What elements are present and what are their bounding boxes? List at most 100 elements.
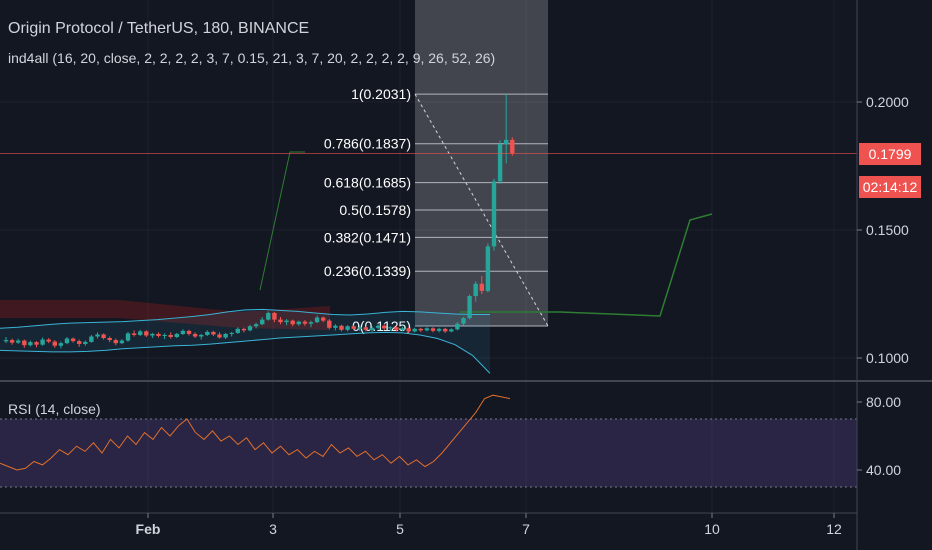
bollinger-fill — [0, 309, 490, 374]
candle-body — [235, 328, 240, 333]
fib-level-label: 1(0.2031) — [351, 86, 411, 102]
candle-body — [9, 340, 15, 343]
candle-body — [28, 342, 33, 346]
time-tick-label: 7 — [522, 521, 530, 537]
candle-body — [461, 318, 466, 324]
candle-body — [89, 336, 94, 342]
candle-body — [510, 139, 515, 154]
candle-body — [174, 333, 179, 338]
candle-body — [266, 312, 271, 320]
candle-body — [430, 328, 436, 331]
candle-body — [16, 340, 21, 343]
rsi-panel[interactable] — [0, 394, 857, 488]
price-tick-label: 0.1500 — [866, 222, 909, 238]
candle-body — [168, 334, 173, 338]
candle-body — [363, 327, 369, 330]
candle-body — [241, 328, 247, 331]
rsi-tick-label: 40.00 — [866, 462, 901, 478]
candle-body — [339, 325, 344, 330]
rsi-band — [0, 419, 857, 487]
candle-body — [3, 340, 9, 342]
candle-body — [418, 328, 423, 331]
candle-body — [70, 338, 76, 342]
bollinger-bands — [0, 308, 491, 374]
candle-body — [83, 341, 88, 344]
candle-body — [473, 283, 478, 297]
candle-body — [186, 330, 192, 334]
fib-level-label: 0.236(0.1339) — [324, 263, 411, 279]
candle-body — [22, 340, 27, 346]
candle-body — [436, 328, 442, 331]
candle-body — [369, 327, 375, 330]
candle-body — [479, 283, 484, 291]
fib-trend-line — [414, 93, 549, 327]
candle-body — [223, 333, 228, 338]
candle-body — [162, 334, 167, 336]
fib-level-label: 0.618(0.1685) — [324, 175, 411, 191]
candle-body — [443, 328, 448, 332]
candle-body — [388, 327, 393, 329]
candle-body — [467, 296, 472, 319]
fib-level-label: 0.382(0.1471) — [324, 229, 411, 245]
candle-body — [333, 325, 338, 328]
candle-body — [278, 319, 283, 323]
time-tick-label: 3 — [269, 521, 277, 537]
candle-body — [327, 320, 332, 328]
ichimoku-cloud — [0, 151, 713, 330]
candle-body — [406, 328, 411, 332]
candle-body — [64, 338, 70, 344]
candlestick-series[interactable] — [3, 94, 515, 349]
countdown-badge: 02:14:12 — [859, 176, 921, 198]
last-price-badge: 0.1799 — [859, 143, 921, 165]
symbol-title: Origin Protocol / TetherUS, 180, BINANCE — [8, 20, 310, 37]
rsi-title: RSI (14, close) — [8, 401, 101, 417]
bollinger-lower — [0, 331, 491, 374]
candle-body — [272, 312, 277, 320]
candle-body — [156, 333, 161, 336]
candle-body — [424, 328, 430, 331]
candle-body — [199, 334, 204, 337]
time-tick-label: 5 — [396, 521, 404, 537]
candle-body — [296, 321, 301, 325]
rsi-tick-label: 80.00 — [866, 394, 901, 410]
candle-body — [113, 340, 118, 344]
price-tick-label: 0.2000 — [866, 94, 909, 110]
candle-body — [394, 327, 399, 330]
time-tick-label: Feb — [136, 521, 161, 537]
candle-body — [455, 323, 460, 330]
candle-body — [260, 319, 265, 325]
candle-body — [125, 333, 131, 341]
candle-body — [253, 324, 259, 327]
candle-body — [357, 327, 362, 329]
candle-body — [205, 331, 210, 335]
bollinger-upper — [0, 308, 490, 329]
candle-body — [412, 328, 417, 332]
fibonacci-retracement[interactable]: 1(0.2031) 0.786(0.1837) 0.618(0.1685) 0.5(0… — [324, 0, 549, 334]
candle-body — [95, 334, 100, 337]
time-tick-label: 12 — [826, 521, 842, 537]
grid-lines — [0, 0, 857, 512]
candle-body — [217, 334, 222, 338]
candle-body — [400, 328, 405, 330]
candle-body — [382, 325, 387, 329]
candle-body — [52, 341, 57, 346]
candle-body — [101, 334, 106, 339]
candle-body — [40, 339, 45, 345]
candle-body — [321, 317, 326, 321]
candle-body — [144, 331, 149, 336]
cloud-red — [0, 300, 330, 330]
candle-body — [229, 332, 234, 334]
lagging-span — [259, 151, 305, 291]
candle-body — [247, 326, 253, 331]
candle-body — [34, 342, 39, 345]
indicator-legend: ind4all (16, 20, close, 2, 2, 2, 2, 3, 7… — [8, 50, 496, 66]
candle-body — [284, 320, 289, 323]
candle-body — [485, 246, 491, 291]
candle-body — [180, 330, 186, 334]
candle-body — [131, 333, 137, 335]
candle-body — [77, 341, 82, 344]
candle-body — [504, 139, 509, 144]
